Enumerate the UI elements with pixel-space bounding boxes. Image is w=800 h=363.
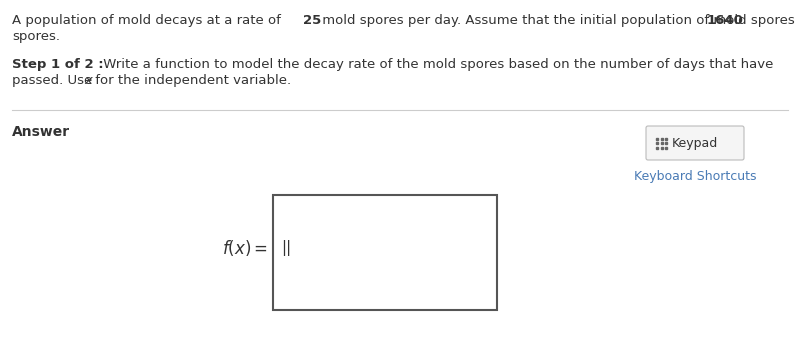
Text: $f(x) =$: $f(x) =$ — [222, 238, 268, 258]
Text: ||: || — [281, 241, 291, 257]
Text: for the independent variable.: for the independent variable. — [91, 74, 291, 87]
Text: Keypad: Keypad — [672, 136, 718, 150]
Text: 1640: 1640 — [707, 14, 744, 27]
Text: Write a function to model the decay rate of the mold spores based on the number : Write a function to model the decay rate… — [99, 58, 774, 71]
Text: passed. Use: passed. Use — [12, 74, 97, 87]
Bar — [273, 195, 497, 310]
Text: Step 1 of 2 :: Step 1 of 2 : — [12, 58, 104, 71]
Text: mold spores per day. Assume that the initial population of mold spores is: mold spores per day. Assume that the ini… — [318, 14, 800, 27]
FancyBboxPatch shape — [646, 126, 744, 160]
Text: Keyboard Shortcuts: Keyboard Shortcuts — [634, 170, 756, 183]
Text: A population of mold decays at a rate of: A population of mold decays at a rate of — [12, 14, 285, 27]
Text: Answer: Answer — [12, 125, 70, 139]
Text: x: x — [84, 74, 92, 87]
Text: spores.: spores. — [12, 30, 60, 43]
Text: 25: 25 — [303, 14, 322, 27]
